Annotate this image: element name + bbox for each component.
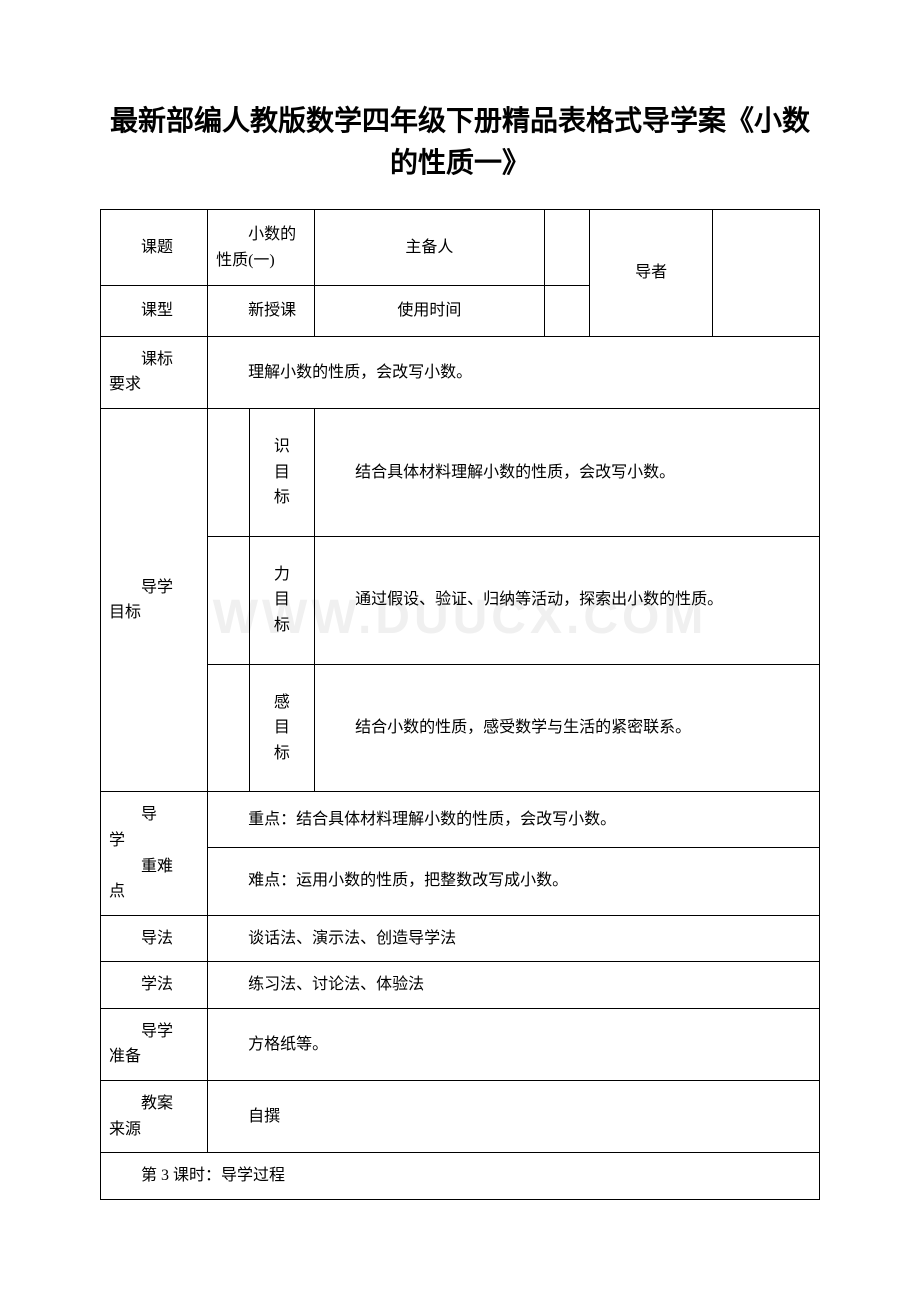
table-row: 第 3 课时：导学过程 xyxy=(101,1153,820,1200)
table-row: 学法 练习法、讨论法、体验法 xyxy=(101,962,820,1009)
cell-value: 第 3 课时：导学过程 xyxy=(101,1153,820,1200)
cell-value xyxy=(208,536,250,664)
table-row: 导法 谈话法、演示法、创造导学法 xyxy=(101,915,820,962)
cell-value: 练习法、讨论法、体验法 xyxy=(208,962,820,1009)
cell-value: 理解小数的性质，会改写小数。 xyxy=(208,336,820,408)
cell-value: 谈话法、演示法、创造导学法 xyxy=(208,915,820,962)
table-row: 导学重难点 重点：结合具体材料理解小数的性质，会改写小数。 xyxy=(101,792,820,848)
cell-value: 新授课 xyxy=(208,286,315,337)
cell-value xyxy=(208,408,250,536)
table-row: 导学目标 识目标 结合具体材料理解小数的性质，会改写小数。 xyxy=(101,408,820,536)
cell-label: 学法 xyxy=(101,962,208,1009)
cell-value xyxy=(544,210,590,286)
table-row: 难点：运用小数的性质，把整数改写成小数。 xyxy=(101,847,820,915)
table-row: 力目标 通过假设、验证、归纳等活动，探索出小数的性质。 xyxy=(101,536,820,664)
cell-value xyxy=(208,664,250,792)
cell-label: 课题 xyxy=(101,210,208,286)
cell-value: 自撰 xyxy=(208,1081,820,1153)
table-row: 课标要求 理解小数的性质，会改写小数。 xyxy=(101,336,820,408)
cell-value: 难点：运用小数的性质，把整数改写成小数。 xyxy=(208,847,820,915)
cell-label: 导学目标 xyxy=(101,408,208,791)
cell-value: 结合具体材料理解小数的性质，会改写小数。 xyxy=(315,408,820,536)
cell-value: 结合小数的性质，感受数学与生活的紧密联系。 xyxy=(315,664,820,792)
document-title: 最新部编人教版数学四年级下册精品表格式导学案《小数的性质一》 xyxy=(100,100,820,184)
lesson-plan-table: 课题 小数的性质(一) 主备人 导者 课型 新授课 使用时间 课标要求 理解小数… xyxy=(100,209,820,1200)
cell-value xyxy=(712,210,819,337)
cell-label: 导学准备 xyxy=(101,1008,208,1080)
cell-label: 教案来源 xyxy=(101,1081,208,1153)
cell-label: 主备人 xyxy=(315,210,544,286)
cell-value xyxy=(544,286,590,337)
cell-value: 方格纸等。 xyxy=(208,1008,820,1080)
table-row: 导学准备 方格纸等。 xyxy=(101,1008,820,1080)
cell-sublabel: 力目标 xyxy=(249,536,314,664)
cell-value: 通过假设、验证、归纳等活动，探索出小数的性质。 xyxy=(315,536,820,664)
table-row: 课题 小数的性质(一) 主备人 导者 xyxy=(101,210,820,286)
table-row: 感目标 结合小数的性质，感受数学与生活的紧密联系。 xyxy=(101,664,820,792)
cell-sublabel: 识目标 xyxy=(249,408,314,536)
cell-label: 使用时间 xyxy=(315,286,544,337)
cell-label: 课标要求 xyxy=(101,336,208,408)
cell-label: 导者 xyxy=(590,210,712,337)
cell-sublabel: 感目标 xyxy=(249,664,314,792)
cell-label: 课型 xyxy=(101,286,208,337)
table-row: 教案来源 自撰 xyxy=(101,1081,820,1153)
cell-label: 导法 xyxy=(101,915,208,962)
cell-value: 重点：结合具体材料理解小数的性质，会改写小数。 xyxy=(208,792,820,848)
cell-value: 小数的性质(一) xyxy=(208,210,315,286)
cell-label: 导学重难点 xyxy=(101,792,208,915)
